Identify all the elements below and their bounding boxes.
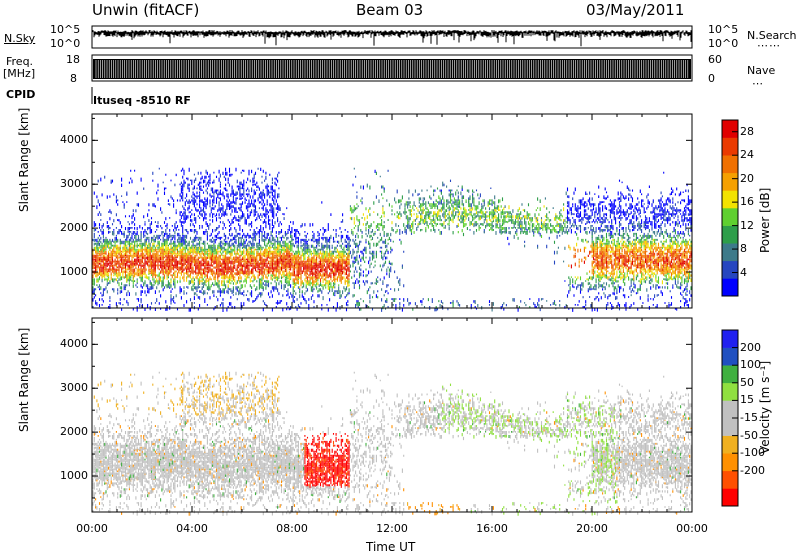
- nsearch-label: N.Search: [747, 29, 797, 42]
- power-ytick-label: 3000: [60, 177, 88, 191]
- power-colorbar-swatch: [722, 225, 738, 244]
- power-colorbar-frame: [721, 119, 739, 297]
- velocity-colorbar-tick-label: 100: [740, 358, 761, 372]
- freq-tick-bottom: 8: [70, 72, 77, 85]
- xtick-label: 16:00: [476, 522, 508, 535]
- power-ytick-label: 4000: [60, 133, 88, 147]
- velocity-scatter-7: [96, 399, 691, 513]
- power-scatter-2: [92, 167, 692, 312]
- velocity-ytick-label: 2000: [60, 425, 88, 439]
- velocity-colorbar-tick-label: -100: [740, 446, 765, 460]
- velocity-ytick-label: 1000: [60, 469, 88, 482]
- velocity-colorbar-swatch: [722, 382, 738, 401]
- velocity-colorbar-swatch: [722, 347, 738, 366]
- power-scatter-9: [92, 252, 692, 278]
- nave-tick-bottom: 0: [708, 72, 715, 85]
- velocity-colorbar-tick-label: 15: [740, 393, 754, 407]
- power-colorbar-tick-label: 28: [740, 124, 754, 138]
- velocity-ytick-label: 3000: [60, 381, 88, 395]
- power-colorbar-tick-label: 4: [740, 265, 747, 279]
- freq-unit: [MHz]: [3, 67, 36, 80]
- nsearch-dots: ⋯⋯: [757, 39, 781, 52]
- power-colorbar-tick-label: 20: [740, 171, 754, 185]
- xtick-label: 00:00: [676, 522, 708, 535]
- power-colorbar-swatch: [722, 190, 738, 209]
- power-colorbar-tick-label: 8: [740, 242, 747, 256]
- power-scatter-3: [92, 171, 692, 311]
- freq-label: Freq.: [6, 55, 34, 68]
- colorbars: [721, 119, 739, 507]
- velocity-colorbar-tick-label: -50: [740, 428, 758, 442]
- power-colorbar-swatch: [722, 208, 738, 226]
- freq-trace: [93, 59, 691, 79]
- velocity-colorbar-swatch: [722, 400, 738, 419]
- velocity-colorbar-swatch: [722, 365, 738, 384]
- xtick-label: 08:00: [276, 522, 308, 535]
- power-colorbar-swatch: [722, 278, 738, 297]
- xtick-label: 12:00: [376, 522, 408, 535]
- freq-frame: [91, 54, 693, 82]
- power-colorbar-swatch: [722, 137, 738, 156]
- velocity-colorbar-tick-label: -15: [740, 411, 758, 424]
- xtick-label: 04:00: [176, 522, 208, 535]
- status-panels: [91, 25, 693, 104]
- velocity-ylabel: Slant Range [km]: [17, 327, 31, 432]
- velocity-colorbar-swatch: [722, 418, 738, 436]
- xtick-label: 20:00: [576, 522, 608, 535]
- nave-label: Nave: [747, 64, 776, 77]
- power-colorbar-tick-label: 24: [740, 148, 754, 162]
- nsky-tick-bottom: 10^0: [50, 37, 81, 50]
- velocity-colorbar-tick-label: 200: [740, 340, 761, 354]
- power-scatter-5: [92, 205, 692, 290]
- velocity-colorbar-swatch: [722, 453, 738, 472]
- power-colorbar-tick-label: 12: [740, 218, 754, 232]
- velocity-colorbar-swatch: [722, 435, 738, 454]
- velocity-colorbar-tick-label: 50: [740, 375, 754, 389]
- station-title: Unwin (fitACF): [92, 1, 200, 19]
- velocity-colorbar-label: Velocity [m s⁻¹]: [758, 360, 772, 454]
- axes: [91, 113, 693, 513]
- cpid-label: CPID: [6, 88, 36, 101]
- power-ytick-label: 1000: [60, 265, 88, 278]
- nsky-label: N.Sky: [4, 32, 36, 45]
- velocity-colorbar-swatch: [722, 470, 738, 489]
- power-colorbar-swatch: [722, 260, 738, 279]
- power-colorbar-label: Power [dB]: [758, 187, 772, 253]
- power-scatter-0: [92, 167, 692, 312]
- velocity-colorbar-swatch: [722, 330, 738, 348]
- beam-title: Beam 03: [356, 1, 424, 19]
- velocity-scatter-3: [93, 371, 461, 515]
- nsky-frame: [91, 25, 693, 49]
- cpid-program: Ituseq -8510 RF: [93, 94, 191, 107]
- velocity-scatter-1: [304, 433, 350, 488]
- nave-tick-top: 60: [708, 53, 722, 66]
- power-panel: [92, 167, 692, 312]
- velocity-colorbar-swatch: [722, 488, 738, 507]
- power-colorbar-swatch: [722, 172, 738, 191]
- power-colorbar-swatch: [722, 120, 738, 138]
- xtick-label: 00:00: [76, 522, 108, 535]
- freq-tick-top: 18: [66, 53, 80, 66]
- power-ytick-label: 2000: [60, 221, 88, 235]
- nsky-trace: [92, 30, 692, 47]
- nsearch-tick-bottom: 10^0: [708, 37, 739, 50]
- velocity-ytick-label: 4000: [60, 337, 88, 351]
- power-scatter-1: [92, 167, 691, 312]
- power-colorbar-swatch: [722, 243, 738, 262]
- freq-gaps: [95, 60, 689, 78]
- power-colorbar-swatch: [722, 155, 738, 174]
- velocity-scatter-0: [304, 433, 350, 489]
- power-ylabel: Slant Range [km]: [17, 107, 31, 212]
- velocity-scatter-4: [92, 371, 692, 516]
- nave-dots: ⋯: [752, 77, 763, 90]
- nsky-tick-top: 10^5: [50, 23, 81, 36]
- power-colorbar-tick-label: 16: [740, 195, 754, 209]
- velocity-panel: [92, 371, 692, 516]
- nsearch-tick-top: 10^5: [708, 23, 739, 36]
- xaxis-label: Time UT: [366, 540, 416, 554]
- date-title: 03/May/2011: [586, 1, 685, 19]
- velocity-colorbar-tick-label: -200: [740, 463, 765, 477]
- velocity-scatter-6: [442, 383, 618, 516]
